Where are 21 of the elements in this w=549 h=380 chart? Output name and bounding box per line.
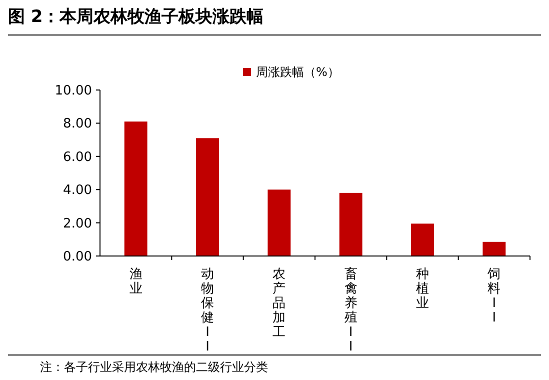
bar [268, 190, 291, 256]
x-tick-label: 动物保健II [201, 267, 214, 354]
bar [482, 242, 506, 256]
y-tick-label: 4.00 [63, 183, 92, 198]
x-tick-label: 种植业 [416, 267, 429, 311]
bar [196, 138, 219, 256]
y-tick-label: 6.00 [63, 150, 92, 165]
text: 注：各子行业采用农林牧渔的二级行业分类 [40, 360, 268, 374]
x-tick-label: 畜禽养殖II [344, 266, 358, 354]
bar [124, 122, 148, 256]
chart-title: 图 2：本周农林牧渔子板块涨跌幅 [8, 7, 264, 27]
legend-label: 周涨跌幅（%） [256, 65, 340, 79]
bar [339, 192, 362, 256]
bar [411, 224, 434, 256]
y-tick-label: 0.00 [63, 250, 92, 264]
x-tick-label: 饲料II [486, 267, 501, 326]
x-tick-label: 渔业 [129, 267, 142, 296]
y-tick-label: 10.00 [54, 84, 92, 98]
y-tick-label: 8.00 [63, 116, 92, 132]
x-tick-label: 农产品加工 [272, 267, 286, 340]
y-tick-label: 2.00 [63, 216, 92, 232]
